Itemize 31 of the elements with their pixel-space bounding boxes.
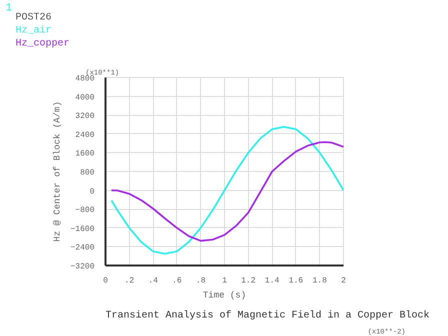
y-tick-label: −3200 [70,262,95,272]
y-tick-label: 4800 [75,74,95,84]
line-series [110,126,344,255]
line-series [110,141,344,242]
y-tick-label: −1600 [70,224,95,234]
x-tick-label: 1.2 [241,276,256,286]
text: Transient Analysis of Magnetic Field in a Copper Block [106,310,430,322]
y-tick-label: 800 [80,168,95,178]
x-tick-label: 1.4 [264,276,280,286]
chart-subtitle: POST26 [16,12,52,24]
x-axis-title: Time (s) [202,290,246,300]
y-tick-label: 1600 [75,150,95,159]
x-tick-label: .2 [124,276,134,286]
y-tick-label: 0 [90,187,95,196]
y-tick-label: −2400 [70,244,95,253]
x-tick-label: 2 [341,276,346,286]
y-tick-label: 2400 [75,130,95,140]
x-tick-label: .8 [196,276,206,286]
x-tick-label: 1.8 [312,276,328,286]
x-tick-label: 1 [222,276,228,286]
text: 1 [6,2,12,14]
text: Hz_air [16,24,52,36]
x-tick-label: .4 [148,276,158,286]
y-tick-label: 4000 [75,93,95,102]
y-axis-title: Hz @ Center of Block (A/m) [52,101,62,242]
x-tick-label: 0 [103,276,108,286]
y-tick-label: −800 [75,206,95,216]
y-tick-label: 3200 [75,112,95,122]
x-tick-label: 1.6 [288,276,304,286]
text: Hz_copper [16,38,70,50]
x-tick-label: .6 [172,276,182,286]
